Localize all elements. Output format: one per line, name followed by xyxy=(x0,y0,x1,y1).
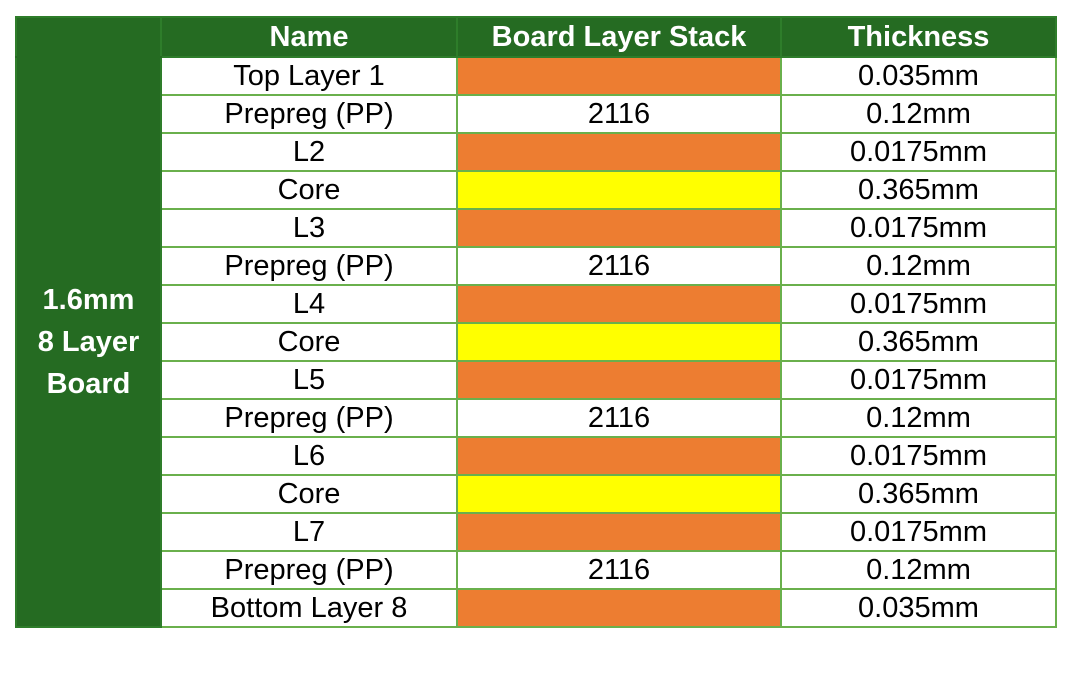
table-row: L4 0.0175mm xyxy=(16,284,1057,324)
layer-name-cell: Core xyxy=(160,474,458,514)
layer-name-cell: Prepreg (PP) xyxy=(160,398,458,438)
layer-name-cell: Prepreg (PP) xyxy=(160,246,458,286)
table-row: L7 0.0175mm xyxy=(16,512,1057,552)
table-row: Core 0.365mm xyxy=(16,474,1057,514)
layer-name-cell: L3 xyxy=(160,208,458,248)
header-stack: Board Layer Stack xyxy=(456,16,782,58)
layer-stack-cell-copper xyxy=(456,436,782,476)
layer-name-cell: Core xyxy=(160,170,458,210)
layer-stack-cell-copper xyxy=(456,284,782,324)
layer-stack-cell-copper xyxy=(456,588,782,628)
layer-stack-cell-prepreg: 2116 xyxy=(456,246,782,286)
layer-thickness-cell: 0.12mm xyxy=(780,246,1057,286)
header-blank xyxy=(15,16,162,58)
layer-thickness-cell: 0.12mm xyxy=(780,398,1057,438)
layer-name-cell: Prepreg (PP) xyxy=(160,94,458,134)
layer-name-cell: L4 xyxy=(160,284,458,324)
table-row: Prepreg (PP) 2116 0.12mm xyxy=(16,94,1057,134)
table-row: L5 0.0175mm xyxy=(16,360,1057,400)
layer-thickness-cell: 0.12mm xyxy=(780,550,1057,590)
board-label-line: 8 Layer xyxy=(37,326,140,358)
layer-stack-cell-copper xyxy=(456,56,782,96)
header-name: Name xyxy=(160,16,458,58)
layer-stack-cell-core xyxy=(456,474,782,514)
layer-stack-cell-copper xyxy=(456,132,782,172)
layer-name-cell: L5 xyxy=(160,360,458,400)
table-row: 1.6mm 8 Layer Board Top Layer 1 0.035mm xyxy=(15,56,1057,628)
board-label: 1.6mm 8 Layer Board xyxy=(15,56,162,628)
layer-thickness-cell: 0.365mm xyxy=(780,474,1057,514)
layer-name-cell: L2 xyxy=(160,132,458,172)
table-row: Prepreg (PP) 2116 0.12mm xyxy=(16,550,1057,590)
layer-stack-cell-prepreg: 2116 xyxy=(456,550,782,590)
layer-name-cell: Prepreg (PP) xyxy=(160,550,458,590)
layer-thickness-cell: 0.0175mm xyxy=(780,512,1057,552)
layer-stack-cell-copper xyxy=(456,360,782,400)
table-row: Core 0.365mm xyxy=(16,322,1057,362)
layer-thickness-cell: 0.12mm xyxy=(780,94,1057,134)
board-label-line: 1.6mm xyxy=(42,284,135,316)
layer-name-cell: Top Layer 1 xyxy=(160,56,458,96)
layer-thickness-cell: 0.0175mm xyxy=(780,284,1057,324)
layer-name-cell: Bottom Layer 8 xyxy=(160,588,458,628)
table-row: Bottom Layer 8 0.035mm xyxy=(16,588,1057,628)
layer-stack-cell-core xyxy=(456,170,782,210)
layer-stack-cell-prepreg: 2116 xyxy=(456,94,782,134)
layer-stack-cell-core xyxy=(456,322,782,362)
header-thickness: Thickness xyxy=(780,16,1057,58)
header-row: Name Board Layer Stack Thickness xyxy=(15,16,1057,58)
layer-thickness-cell: 0.0175mm xyxy=(780,360,1057,400)
layer-name-cell: L6 xyxy=(160,436,458,476)
layer-thickness-cell: 0.365mm xyxy=(780,322,1057,362)
layer-thickness-cell: 0.0175mm xyxy=(780,436,1057,476)
layer-thickness-cell: 0.365mm xyxy=(780,170,1057,210)
table-row: L3 0.0175mm xyxy=(16,208,1057,248)
table-row: L2 0.0175mm xyxy=(16,132,1057,172)
table-row: Prepreg (PP) 2116 0.12mm xyxy=(16,398,1057,438)
layer-thickness-cell: 0.0175mm xyxy=(780,208,1057,248)
board-label-line: Board xyxy=(46,368,131,400)
layer-stack-cell-copper xyxy=(456,208,782,248)
layer-stack-cell-prepreg: 2116 xyxy=(456,398,782,438)
layer-stack-cell-copper xyxy=(456,512,782,552)
layer-thickness-cell: 0.035mm xyxy=(780,56,1057,96)
layer-name-cell: L7 xyxy=(160,512,458,552)
layer-rows: 1.6mm 8 Layer Board Top Layer 1 0.035mm Prepr… xyxy=(15,56,1057,628)
layer-thickness-cell: 0.035mm xyxy=(780,588,1057,628)
layer-thickness-cell: 0.0175mm xyxy=(780,132,1057,172)
table-row: Prepreg (PP) 2116 0.12mm xyxy=(16,246,1057,286)
layer-stack-table: Name Board Layer Stack Thickness 1.6mm 8 … xyxy=(15,16,1057,628)
table-row: Core 0.365mm xyxy=(16,170,1057,210)
table-row: L6 0.0175mm xyxy=(16,436,1057,476)
layer-name-cell: Core xyxy=(160,322,458,362)
